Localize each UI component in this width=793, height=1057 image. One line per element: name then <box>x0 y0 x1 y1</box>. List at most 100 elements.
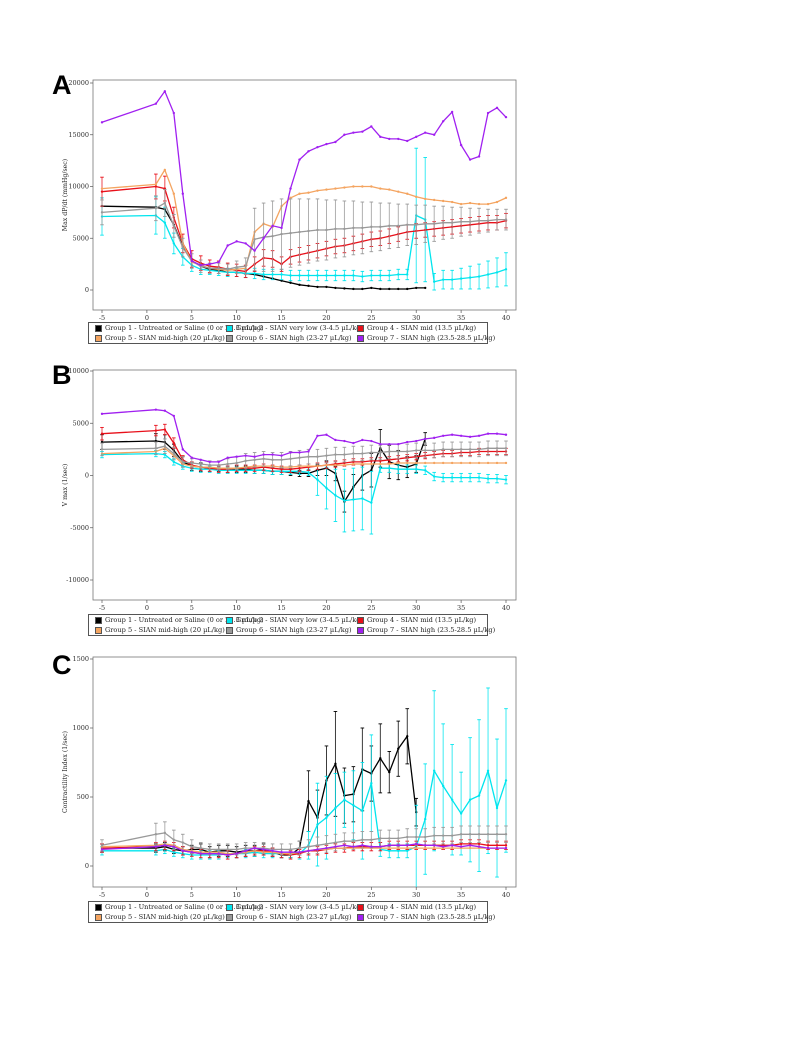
data-point <box>441 434 445 437</box>
data-point <box>334 286 337 290</box>
data-point <box>370 501 373 504</box>
data-point <box>334 274 337 277</box>
data-point <box>468 158 472 161</box>
data-point <box>181 448 184 451</box>
data-point <box>100 848 104 851</box>
data-point <box>459 845 463 848</box>
data-point <box>343 453 346 456</box>
data-point <box>504 268 508 271</box>
x-tick-label: 5 <box>190 891 194 899</box>
data-point <box>226 848 229 851</box>
legend-label: Group 6 - SIAN high (23-27 µL/kg) <box>236 626 352 634</box>
data-point <box>450 448 454 451</box>
data-point <box>361 809 364 812</box>
data-point <box>370 451 373 454</box>
data-point <box>415 846 418 850</box>
data-point <box>495 833 499 836</box>
x-tick-label: 20 <box>322 314 330 322</box>
data-point <box>271 458 274 462</box>
plot-frame <box>92 369 517 601</box>
data-point <box>163 201 167 205</box>
data-point <box>406 468 409 471</box>
data-point <box>253 238 256 241</box>
data-point <box>325 285 328 289</box>
data-point <box>495 806 499 810</box>
data-point <box>154 845 158 848</box>
data-point <box>235 461 238 465</box>
data-point <box>163 831 167 835</box>
data-point <box>459 461 463 465</box>
data-point <box>172 441 176 445</box>
data-point <box>361 438 364 442</box>
data-point <box>388 837 391 840</box>
data-point <box>316 274 319 277</box>
data-point <box>343 499 346 502</box>
data-point <box>307 845 310 848</box>
data-point <box>316 848 319 851</box>
data-point <box>262 237 265 240</box>
series-group-2 <box>100 449 508 535</box>
data-point <box>298 283 301 287</box>
data-point <box>379 135 382 139</box>
data-point <box>388 849 391 853</box>
data-point <box>262 453 265 456</box>
data-point <box>361 275 364 278</box>
data-point <box>298 192 301 195</box>
data-point <box>424 844 427 847</box>
data-point <box>388 770 391 774</box>
data-point <box>298 851 301 854</box>
data-point <box>370 185 373 188</box>
legend-label: Group 4 - SIAN mid (13.5 µL/kg) <box>367 903 477 911</box>
data-point <box>370 845 373 848</box>
data-point <box>450 433 454 436</box>
data-point <box>154 183 158 186</box>
data-point <box>289 187 292 190</box>
data-point <box>244 454 247 457</box>
data-point <box>307 150 310 153</box>
data-point <box>406 835 409 839</box>
data-point <box>235 852 238 855</box>
data-point <box>406 287 409 291</box>
data-point <box>441 120 445 123</box>
data-point <box>316 464 319 468</box>
data-point <box>477 448 481 451</box>
x-tick-label: 0 <box>145 314 149 322</box>
data-point <box>459 277 463 280</box>
data-point <box>495 200 499 204</box>
data-point <box>181 192 184 195</box>
data-point <box>298 230 301 234</box>
data-point <box>477 434 481 437</box>
x-tick-label: 20 <box>322 891 330 899</box>
data-point <box>432 475 436 478</box>
data-point <box>253 458 256 462</box>
data-point <box>450 834 454 837</box>
panel-label-b: B <box>52 360 72 390</box>
data-point <box>441 448 445 451</box>
data-point <box>316 285 319 289</box>
legend-label: Group 5 - SIAN mid-high (20 µL/kg) <box>105 913 225 921</box>
data-point <box>424 131 427 134</box>
legend-item: Group 6 - SIAN high (23-27 µL/kg) <box>226 626 352 634</box>
x-tick-label: 35 <box>457 891 465 899</box>
legend-item: Group 6 - SIAN high (23-27 µL/kg) <box>226 913 352 921</box>
data-point <box>244 264 247 268</box>
data-point <box>253 272 256 275</box>
data-point <box>352 839 355 843</box>
data-point <box>432 844 436 847</box>
data-point <box>450 844 454 847</box>
legend-swatch <box>226 913 233 921</box>
data-point <box>226 853 229 857</box>
data-point <box>271 273 274 276</box>
data-point <box>441 784 445 788</box>
data-point <box>450 110 454 114</box>
data-point <box>334 845 337 848</box>
data-point <box>100 448 104 451</box>
data-point <box>397 287 400 291</box>
data-point <box>361 185 364 188</box>
data-point <box>397 747 400 750</box>
data-point <box>361 844 364 847</box>
data-point <box>172 224 176 228</box>
data-point <box>468 844 472 847</box>
data-point <box>432 436 436 440</box>
data-point <box>495 477 499 480</box>
